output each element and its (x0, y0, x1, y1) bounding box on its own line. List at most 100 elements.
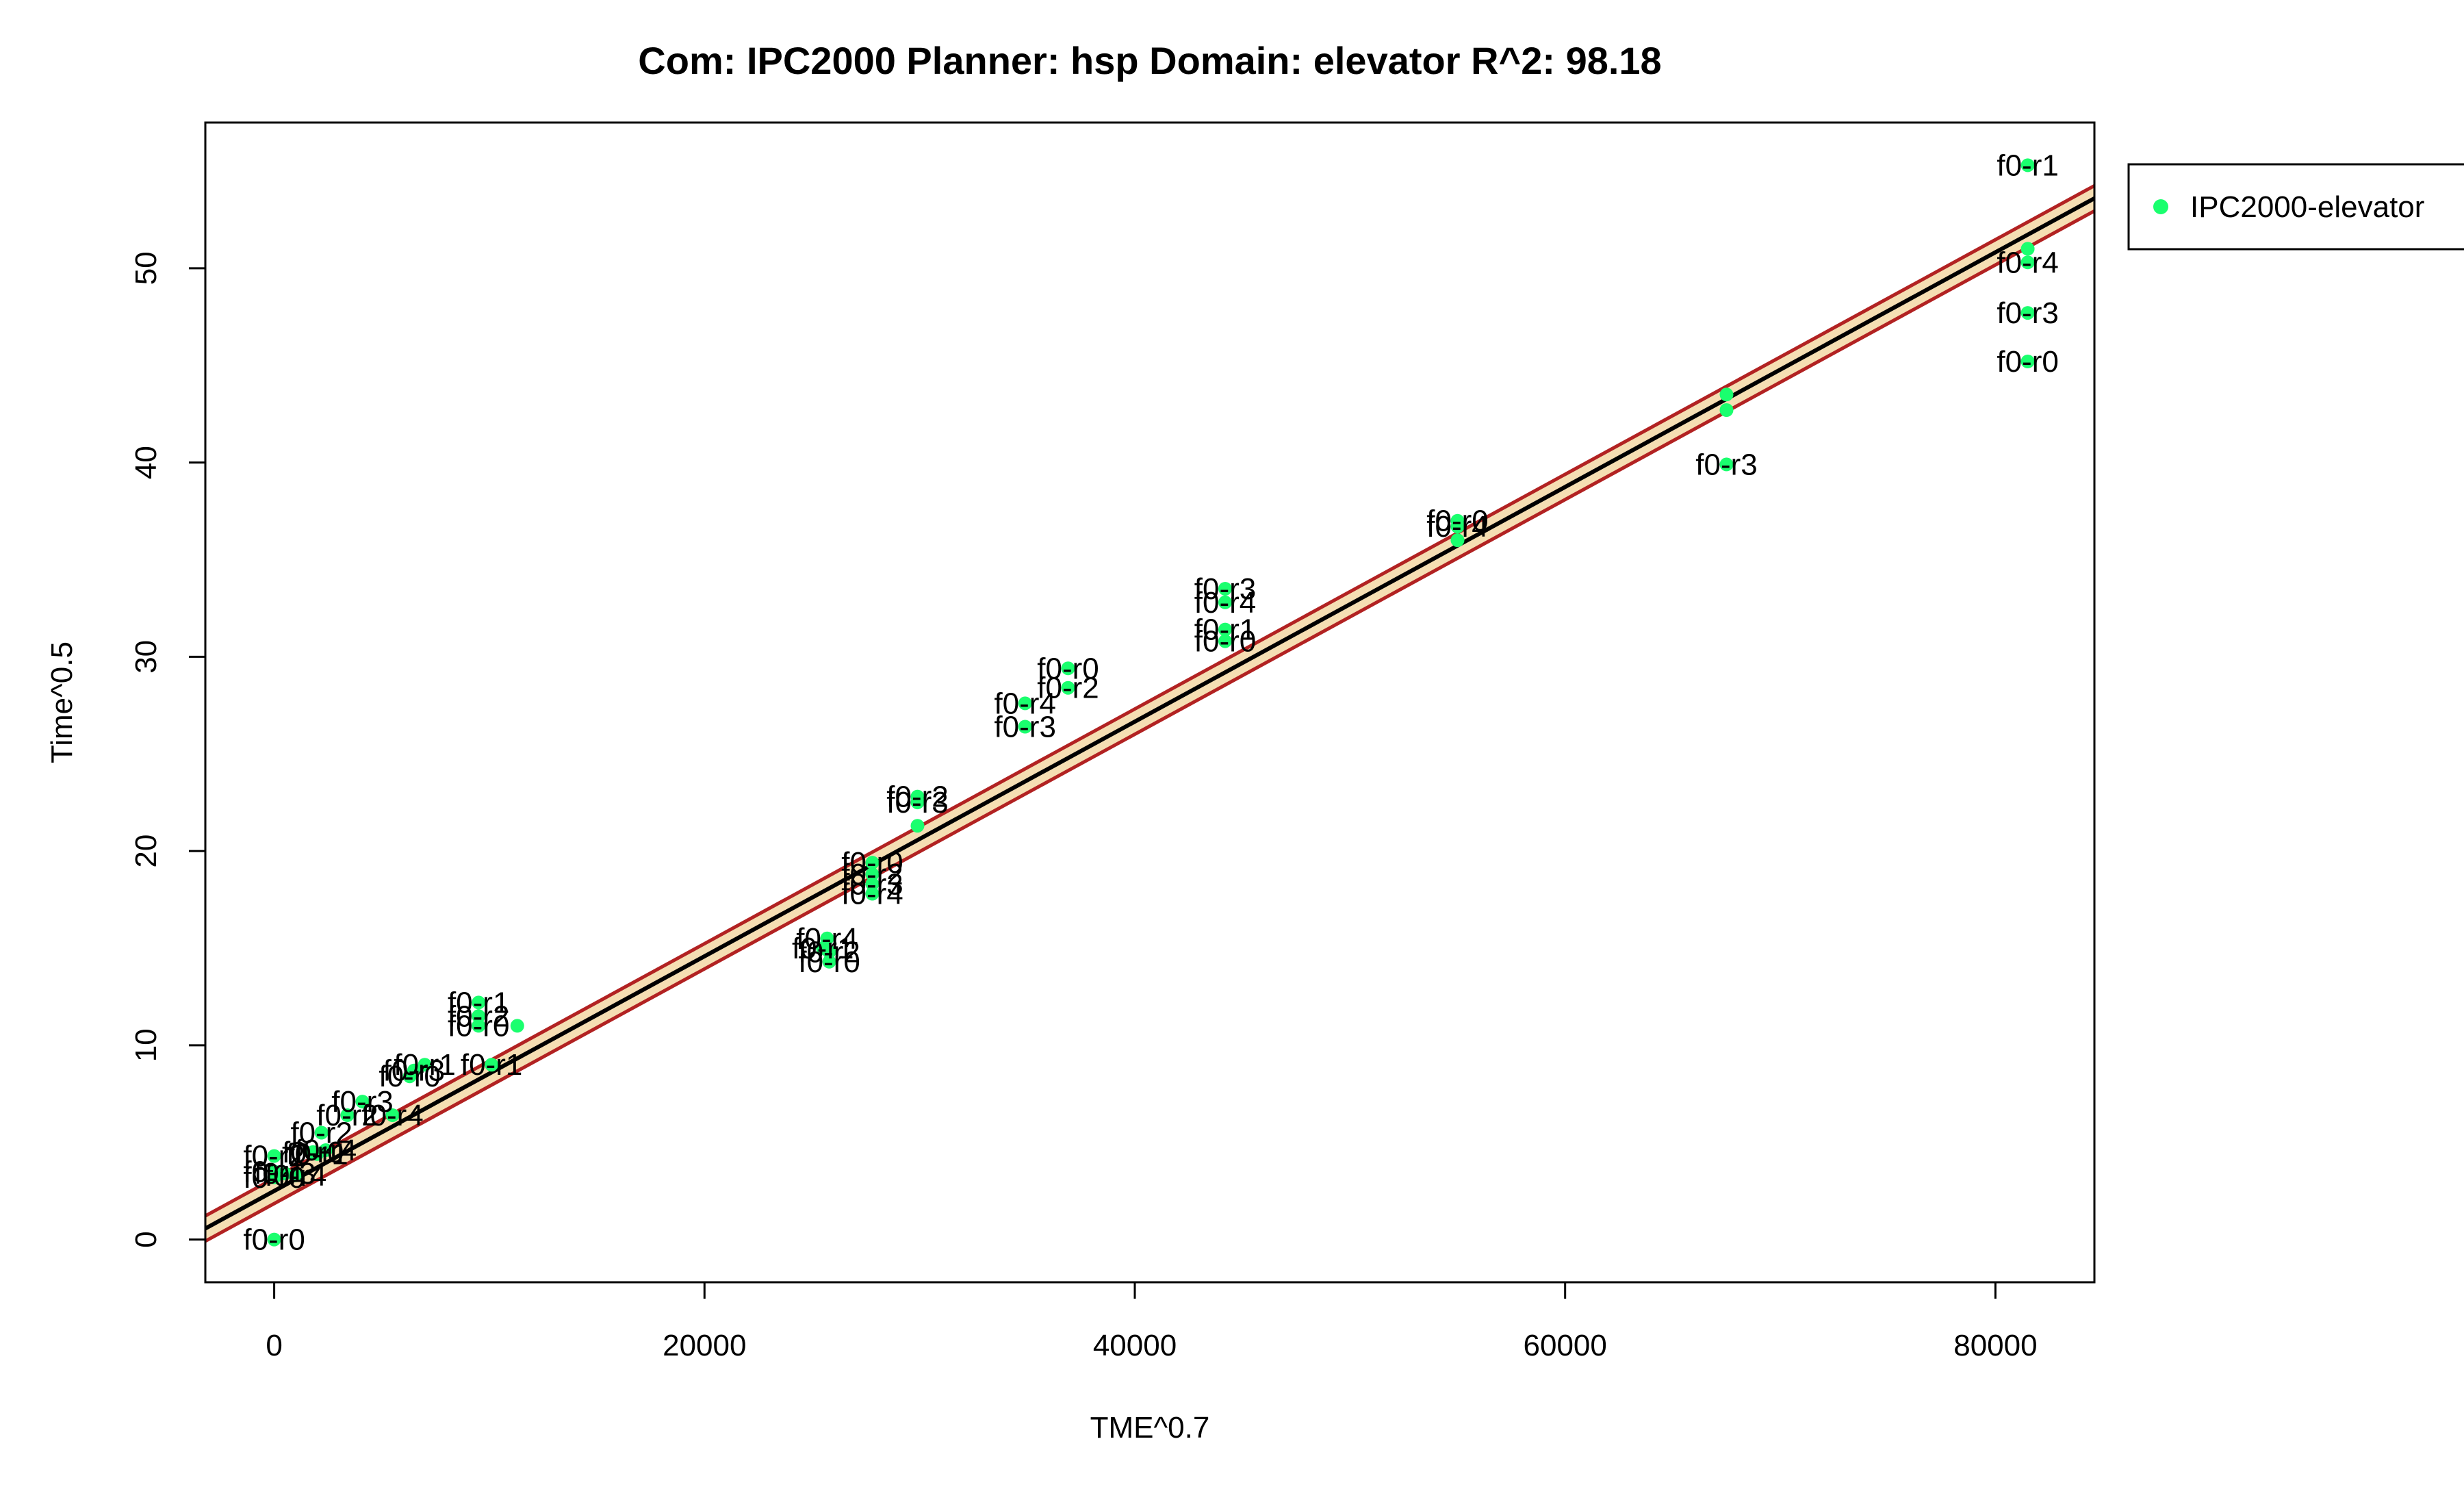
point-label: f0-r3 (331, 1085, 393, 1119)
point-label: f0-r1 (461, 1048, 522, 1082)
point-label: f0-r3 (1997, 296, 2058, 330)
y-tick-label: 30 (129, 640, 163, 674)
x-axis: 0 20000 40000 60000 80000 (266, 1281, 2038, 1362)
point-labels: f0-r0f0-r0f0-r1f0-r2f0-r3f0-r4f0-r0f0-r1… (243, 149, 2058, 1256)
point-label: f0-r1 (1194, 613, 1256, 647)
point-label: f0-r1 (243, 1155, 305, 1188)
point-label: f0-r0 (1426, 505, 1488, 538)
point-label: f0-r3 (1695, 448, 1757, 481)
y-tick-label: 0 (129, 1231, 163, 1247)
data-point (1218, 595, 1232, 609)
data-point (2020, 255, 2035, 270)
point-label: f0-r3 (994, 711, 1055, 744)
data-point (472, 1009, 486, 1023)
data-point (314, 1125, 329, 1140)
point-label: f0-r2 (841, 858, 903, 891)
data-points (267, 158, 2035, 1247)
y-tick-label: 40 (129, 446, 163, 479)
point-label: f0-r2 (243, 1140, 305, 1173)
data-point (355, 1095, 370, 1109)
data-point (2020, 355, 2035, 368)
point-label: f0-r1 (394, 1048, 455, 1082)
data-point (340, 1108, 355, 1122)
point-label: f0-r2 (886, 780, 948, 814)
point-label: f0-r1 (1997, 149, 2058, 182)
point-label: f0-r2 (798, 936, 860, 969)
point-label: f0-r0 (1194, 625, 1256, 659)
point-label: f0-r1 (792, 932, 854, 965)
point-label: f0-r4 (265, 1159, 326, 1193)
data-point (407, 1063, 421, 1078)
data-point (1719, 403, 1734, 417)
x-tick-label: 20000 (663, 1329, 746, 1362)
point-label: f0-r0 (282, 1136, 344, 1169)
x-tick-label: 60000 (1524, 1329, 1607, 1362)
y-tick-label: 50 (129, 251, 163, 285)
data-point (510, 1019, 524, 1033)
point-label: f0-r3 (841, 867, 903, 901)
data-point (865, 867, 880, 882)
data-point (1061, 680, 1075, 695)
point-label: f0-r0 (243, 1223, 305, 1257)
data-point (1719, 457, 1734, 472)
point-label: f0-r3 (383, 1054, 445, 1088)
point-label: f0-r3 (254, 1157, 316, 1191)
point-label: f0-r4 (841, 878, 903, 911)
point-label: f0-r2 (1037, 672, 1099, 705)
data-point (418, 1058, 432, 1072)
data-point (865, 887, 880, 901)
point-label: f0-r2 (290, 1117, 352, 1150)
regression-band (205, 184, 2094, 1243)
point-label: f0-r4 (994, 687, 1055, 720)
data-point (2020, 306, 2035, 320)
fit-line (205, 196, 2094, 1231)
point-label: f0-r4 (1997, 246, 2058, 279)
data-point (1719, 387, 1734, 402)
point-label: f0-r2 (448, 1000, 509, 1033)
data-point (822, 954, 836, 969)
point-label: f0-r4 (1194, 586, 1256, 620)
data-point (1450, 533, 1465, 548)
y-axis-label: Time^0.5 (45, 641, 79, 763)
data-point (820, 931, 834, 945)
data-point (385, 1108, 400, 1122)
point-label: f0-r0 (841, 846, 903, 880)
point-label: f0-r0 (1037, 652, 1099, 685)
x-axis-label: TME^0.7 (1090, 1411, 1210, 1445)
upper-band-line (205, 184, 2094, 1218)
data-point (267, 1165, 281, 1179)
data-point (1061, 661, 1075, 676)
point-label: f0-r4 (796, 922, 858, 956)
point-label: f0-r1 (286, 1138, 348, 1171)
data-point (865, 856, 880, 870)
x-tick-label: 40000 (1093, 1329, 1177, 1362)
data-point (1218, 634, 1232, 648)
point-label: f0-r0 (798, 945, 860, 979)
legend-box (2127, 163, 2464, 251)
data-point (289, 1168, 303, 1182)
point-label: f0-r1 (448, 986, 509, 1019)
data-point (319, 1143, 333, 1157)
data-point (1218, 582, 1232, 596)
data-point (910, 819, 925, 833)
lower-band-line (205, 209, 2094, 1243)
x-tick-label: 0 (266, 1329, 282, 1362)
data-point (267, 1149, 281, 1163)
point-label: f0-r0 (1997, 345, 2058, 379)
data-point (910, 796, 925, 810)
data-point (2020, 158, 2035, 173)
data-point (1218, 622, 1232, 637)
data-point (1450, 520, 1465, 534)
point-label: f0-r0 (448, 1009, 509, 1043)
y-axis: 0 10 20 30 40 50 (129, 251, 207, 1248)
point-label: f0-r4 (1426, 510, 1488, 544)
data-point (1018, 720, 1032, 734)
data-point (1018, 696, 1032, 711)
point-label: f0-r0 (243, 1161, 305, 1195)
point-label: f0-r3 (886, 786, 948, 819)
data-point (865, 877, 880, 891)
legend-marker (2153, 199, 2168, 214)
data-point (267, 1232, 281, 1247)
data-point (485, 1058, 499, 1072)
